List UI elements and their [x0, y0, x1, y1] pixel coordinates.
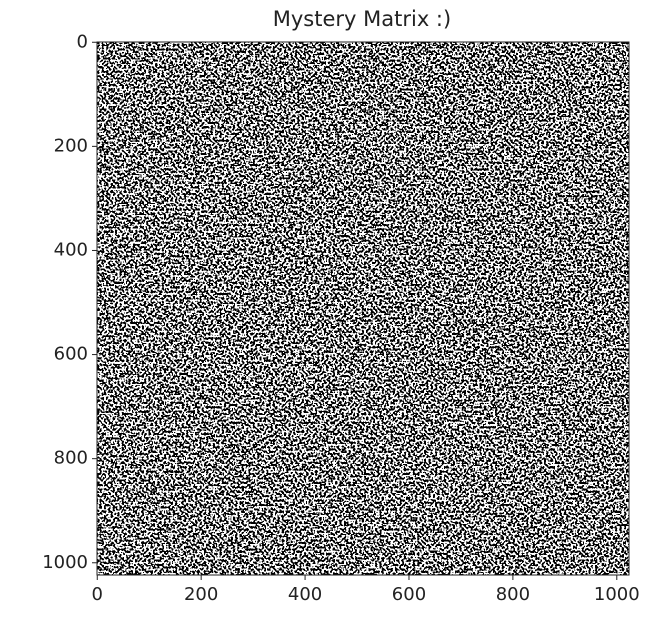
x-tick-label: 800 [496, 584, 530, 605]
y-tick-label: 1000 [42, 552, 88, 573]
y-tick-label: 400 [54, 239, 88, 260]
y-tick-label: 0 [77, 31, 88, 52]
axes-frame [96, 41, 630, 576]
x-tick-label: 400 [288, 584, 322, 605]
y-tick-label: 600 [54, 344, 88, 365]
x-tick-label: 0 [92, 584, 103, 605]
x-tick-label: 600 [392, 584, 426, 605]
x-tick-label: 1000 [594, 584, 640, 605]
matrix-image [97, 42, 629, 575]
chart-title: Mystery Matrix :) [273, 7, 451, 31]
x-tick-label: 200 [184, 584, 218, 605]
y-tick-label: 200 [54, 135, 88, 156]
y-tick-label: 800 [54, 448, 88, 469]
